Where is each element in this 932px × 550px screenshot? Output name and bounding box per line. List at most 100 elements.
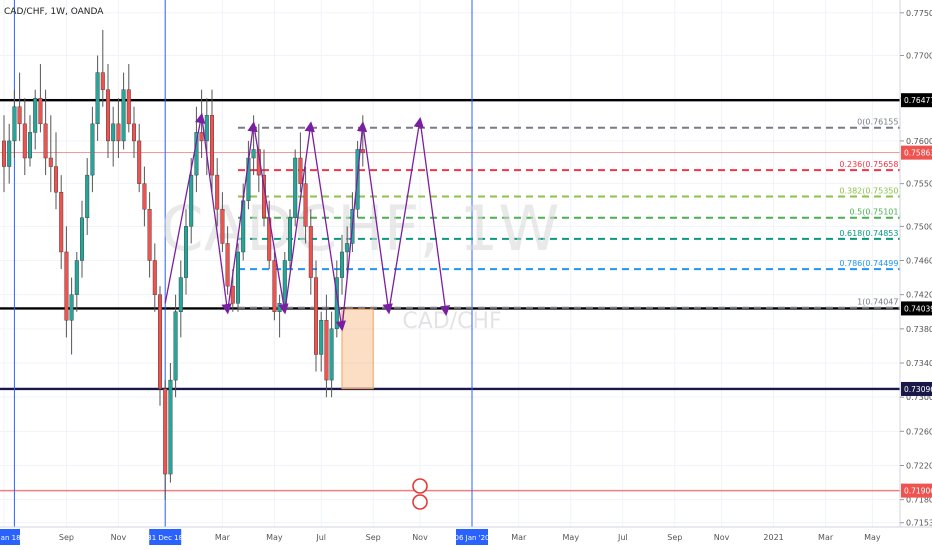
- candle-body: [178, 277, 183, 312]
- time-badge-label: 05 Jan 18: [0, 534, 21, 542]
- candle-body: [33, 98, 38, 133]
- candle-body: [116, 123, 121, 142]
- candle-body: [64, 251, 69, 321]
- candle-body: [277, 303, 282, 312]
- candle-body: [48, 157, 53, 167]
- candle-body: [230, 285, 235, 304]
- candle-body: [85, 174, 90, 219]
- candle-body: [303, 183, 308, 227]
- candle-body: [54, 166, 59, 193]
- candle-body: [293, 157, 298, 219]
- time-tick-label: Sep: [366, 533, 381, 542]
- candle-body: [12, 106, 17, 142]
- candle-body: [105, 89, 110, 142]
- candle-body: [7, 140, 12, 167]
- time-badge-label: 06 Jan '20: [455, 534, 490, 542]
- time-tick-label: Sep: [667, 533, 682, 542]
- time-tick-label: Jul: [617, 533, 628, 542]
- candle-body: [251, 149, 256, 159]
- time-tick-label: May: [563, 533, 580, 542]
- candle-body: [163, 388, 168, 475]
- fib-level-label: 0.618(0.74853): [839, 229, 901, 238]
- price-badge-label: 0.73096: [904, 385, 932, 394]
- candle-body: [74, 260, 79, 295]
- time-tick-label: May: [864, 533, 881, 542]
- candle-body: [111, 123, 116, 142]
- candle-body: [215, 174, 220, 210]
- fib-level-label: 0.236(0.75658): [839, 160, 901, 169]
- time-tick-label: Jul: [315, 533, 326, 542]
- candle-body: [345, 243, 350, 253]
- candle-body: [126, 89, 131, 125]
- time-axis[interactable]: 05 Jan 18 Sep Nov 31 Dec 18 Mar May Jul Sep Nov 0…: [0, 526, 932, 550]
- candle-body: [59, 191, 64, 253]
- time-tick-label: 2021: [763, 533, 783, 542]
- horizontal-levels: [0, 98, 900, 492]
- candle-body: [22, 123, 27, 159]
- candle-body: [272, 260, 277, 312]
- candle-body: [95, 72, 100, 125]
- zigzag-segment: [419, 119, 451, 317]
- highlight-box: [341, 308, 374, 390]
- candle-body: [28, 132, 33, 159]
- candle-body: [173, 311, 178, 381]
- candle-body: [157, 294, 162, 389]
- candle-body: [209, 115, 214, 176]
- time-tick-label: May: [266, 533, 283, 542]
- event-markers[interactable]: [412, 478, 428, 510]
- candle-body: [225, 243, 230, 287]
- time-tick-label: Mar: [818, 533, 834, 542]
- candle-body: [183, 226, 188, 278]
- price-badge: [901, 301, 932, 316]
- zigzag-segment: [200, 115, 232, 315]
- candle-body: [189, 174, 194, 227]
- zigzag-segment: [226, 121, 258, 312]
- time-badge-label: 31 Dec 18: [147, 534, 183, 542]
- fib-level-label: 0.382(0.75350): [839, 186, 901, 195]
- time-tick-label: Sep: [59, 533, 74, 542]
- candle-body: [324, 320, 329, 381]
- candle-body: [314, 277, 319, 355]
- price-badge: [901, 93, 932, 108]
- event-marker-icon[interactable]: [412, 478, 428, 494]
- watermark-small: CAD/CHF: [402, 309, 501, 334]
- price-axis[interactable]: 0.775000.770000.765000.760000.755000.750…: [899, 0, 932, 550]
- time-tick-label: Nov: [714, 533, 730, 542]
- price-badge-label: 0.76477: [904, 96, 932, 105]
- candle-body: [298, 157, 303, 184]
- zigzag-segment: [310, 123, 346, 332]
- candle-body: [220, 209, 225, 244]
- candle-body: [360, 149, 365, 154]
- highlight-rectangle: [341, 308, 374, 390]
- zigzag-segment: [252, 123, 289, 315]
- candle-body: [2, 140, 6, 167]
- price-axis-bg: [900, 0, 932, 550]
- fib-level-label: 0.5(0.75101): [850, 208, 902, 217]
- fib-level-label: 1(0.74047): [857, 298, 901, 307]
- candle-body: [288, 217, 293, 261]
- price-badge: [901, 381, 932, 396]
- time-tick-label: Nov: [111, 533, 127, 542]
- time-badge: [149, 529, 182, 545]
- candle-body: [121, 89, 126, 142]
- event-marker-icon[interactable]: [412, 494, 428, 510]
- fibonacci-retracement: 0(0.76155) 0.236(0.75658) 0.382(0.75350) 0.…: [238, 118, 904, 309]
- chart-title: CAD/CHF, 1W, OANDA: [4, 7, 104, 17]
- time-badge: [0, 529, 20, 545]
- candle-body: [90, 123, 95, 176]
- candle-body: [329, 328, 334, 381]
- zigzag-segment: [164, 112, 206, 304]
- candle-body: [152, 260, 157, 295]
- candle-body: [199, 132, 204, 142]
- candle-body: [308, 226, 313, 278]
- price-badge: [901, 145, 932, 160]
- candle-body: [100, 72, 105, 90]
